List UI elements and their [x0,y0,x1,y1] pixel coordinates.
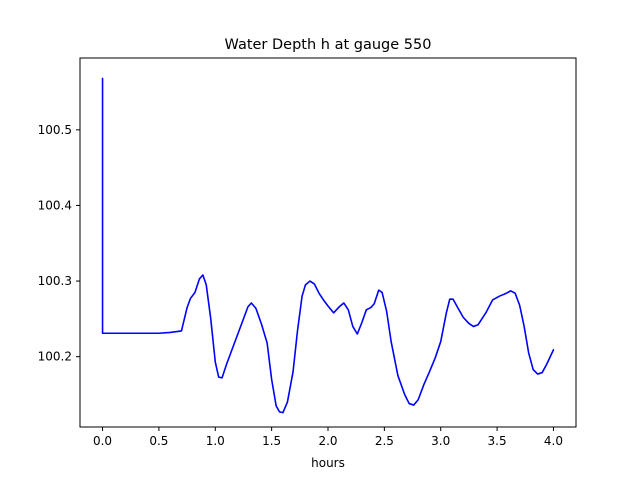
x-tick-label: 4.0 [544,434,563,448]
x-tick-label: 0.0 [93,434,112,448]
y-tick-label: 100.5 [38,123,72,137]
plot-series [101,77,555,414]
x-tick-label: 1.5 [262,434,281,448]
x-tick-label: 1.0 [206,434,225,448]
y-tick-label: 100.4 [38,198,72,212]
x-tick-label: 2.5 [375,434,394,448]
series-line-0 [101,77,555,414]
y-tick-label: 100.2 [38,350,72,364]
y-tick-label: 100.3 [38,274,72,288]
x-tick-label: 0.5 [149,434,168,448]
axis-ticks: 0.0 0.5 1.0 1.5 2.0 2.5 3.0 3.5 4.0 100.2 100.3 100… [38,123,563,448]
x-tick-label: 3.5 [488,434,507,448]
chart-title: Water Depth h at gauge 550 [225,37,432,53]
x-tick-label: 2.0 [318,434,337,448]
plot-frame [79,57,577,428]
x-axis-label: hours [311,456,345,470]
x-tick-label: 3.0 [431,434,450,448]
